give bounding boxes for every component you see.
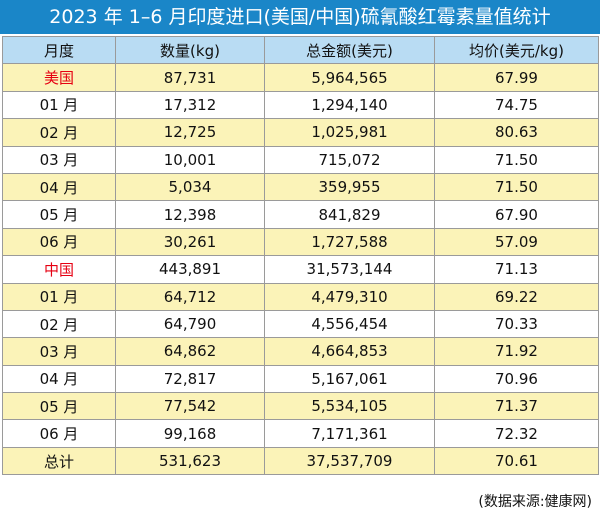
average-price-cell: 69.22 xyxy=(434,282,599,311)
row-label-cell: 01 月 xyxy=(2,282,116,311)
table-row: 01 月 17,312 1,294,140 74.75 xyxy=(2,90,599,120)
total-amount-cell: 37,537,709 xyxy=(264,446,435,476)
total-amount-cell: 1,025,981 xyxy=(264,118,435,147)
row-label-cell: 05 月 xyxy=(2,392,116,421)
total-amount-cell: 715,072 xyxy=(264,145,435,174)
table-row: 02 月 64,790 4,556,454 70.33 xyxy=(2,309,599,339)
quantity-cell: 72,817 xyxy=(115,364,265,394)
row-label-cell: 03 月 xyxy=(2,145,116,174)
quantity-cell: 531,623 xyxy=(115,446,265,476)
header-average-price: 均价(美元/kg) xyxy=(434,35,599,65)
average-price-cell: 57.09 xyxy=(434,227,599,257)
quantity-cell: 64,862 xyxy=(115,337,265,366)
average-price-cell: 71.92 xyxy=(434,337,599,366)
quantity-cell: 64,712 xyxy=(115,282,265,311)
table-row: 04 月 72,817 5,167,061 70.96 xyxy=(2,364,599,394)
table-row: 01 月 64,712 4,479,310 69.22 xyxy=(2,282,599,311)
table-row: 06 月 30,261 1,727,588 57.09 xyxy=(2,227,599,257)
header-total-amount: 总金额(美元) xyxy=(264,35,435,65)
total-amount-cell: 1,294,140 xyxy=(264,90,435,120)
quantity-cell: 99,168 xyxy=(115,419,265,448)
row-label-cell: 美国 xyxy=(2,63,116,92)
header-quantity: 数量(kg) xyxy=(115,35,265,65)
total-amount-cell: 31,573,144 xyxy=(264,255,435,284)
table-row: 04 月 5,034 359,955 71.50 xyxy=(2,172,599,202)
quantity-cell: 77,542 xyxy=(115,392,265,421)
total-amount-cell: 5,964,565 xyxy=(264,63,435,92)
average-price-cell: 67.99 xyxy=(434,63,599,92)
table-row: 05 月 12,398 841,829 67.90 xyxy=(2,200,599,229)
total-amount-cell: 4,479,310 xyxy=(264,282,435,311)
quantity-cell: 87,731 xyxy=(115,63,265,92)
average-price-cell: 70.96 xyxy=(434,364,599,394)
row-label-cell: 总计 xyxy=(2,446,116,476)
table-body: 美国 87,731 5,964,565 67.99 01 月 17,312 1,294,14… xyxy=(2,63,599,476)
table-row: 03 月 64,862 4,664,853 71.92 xyxy=(2,337,599,366)
average-price-cell: 70.61 xyxy=(434,446,599,476)
average-price-cell: 80.63 xyxy=(434,118,599,147)
row-label-cell: 中国 xyxy=(2,255,116,284)
total-amount-cell: 4,556,454 xyxy=(264,309,435,339)
table-row: 06 月 99,168 7,171,361 72.32 xyxy=(2,419,599,448)
table-row: 03 月 10,001 715,072 71.50 xyxy=(2,145,599,174)
import-statistics-table: 月度 数量(kg) 总金额(美元) 均价(美元/kg) 美国 87,731 5,96… xyxy=(2,35,599,476)
header-row: 月度 数量(kg) 总金额(美元) 均价(美元/kg) xyxy=(2,35,599,65)
row-label-cell: 06 月 xyxy=(2,227,116,257)
data-source-note: (数据来源:健康网) xyxy=(478,494,592,510)
table-title: 2023 年 1–6 月印度进口(美国/中国)硫氰酸红霉素量值统计 xyxy=(0,0,600,34)
header-month: 月度 xyxy=(2,35,116,65)
average-price-cell: 71.37 xyxy=(434,392,599,421)
total-amount-cell: 7,171,361 xyxy=(264,419,435,448)
average-price-cell: 71.50 xyxy=(434,145,599,174)
quantity-cell: 12,725 xyxy=(115,118,265,147)
row-label-cell: 02 月 xyxy=(2,309,116,339)
average-price-cell: 71.50 xyxy=(434,172,599,202)
table-row: 05 月 77,542 5,534,105 71.37 xyxy=(2,392,599,421)
row-label-cell: 03 月 xyxy=(2,337,116,366)
row-label-cell: 04 月 xyxy=(2,364,116,394)
average-price-cell: 72.32 xyxy=(434,419,599,448)
average-price-cell: 70.33 xyxy=(434,309,599,339)
average-price-cell: 67.90 xyxy=(434,200,599,229)
table-row: 02 月 12,725 1,025,981 80.63 xyxy=(2,118,599,147)
row-label-cell: 05 月 xyxy=(2,200,116,229)
average-price-cell: 74.75 xyxy=(434,90,599,120)
average-price-cell: 71.13 xyxy=(434,255,599,284)
table-row: 总计 531,623 37,537,709 70.61 xyxy=(2,446,599,476)
row-label-cell: 04 月 xyxy=(2,172,116,202)
quantity-cell: 30,261 xyxy=(115,227,265,257)
total-amount-cell: 4,664,853 xyxy=(264,337,435,366)
table-row-country: 中国 443,891 31,573,144 71.13 xyxy=(2,255,599,284)
total-amount-cell: 359,955 xyxy=(264,172,435,202)
quantity-cell: 64,790 xyxy=(115,309,265,339)
quantity-cell: 10,001 xyxy=(115,145,265,174)
row-label-cell: 02 月 xyxy=(2,118,116,147)
quantity-cell: 17,312 xyxy=(115,90,265,120)
table-row-country: 美国 87,731 5,964,565 67.99 xyxy=(2,63,599,92)
quantity-cell: 12,398 xyxy=(115,200,265,229)
total-amount-cell: 841,829 xyxy=(264,200,435,229)
quantity-cell: 5,034 xyxy=(115,172,265,202)
row-label-cell: 01 月 xyxy=(2,90,116,120)
total-amount-cell: 5,167,061 xyxy=(264,364,435,394)
row-label-cell: 06 月 xyxy=(2,419,116,448)
quantity-cell: 443,891 xyxy=(115,255,265,284)
total-amount-cell: 1,727,588 xyxy=(264,227,435,257)
total-amount-cell: 5,534,105 xyxy=(264,392,435,421)
